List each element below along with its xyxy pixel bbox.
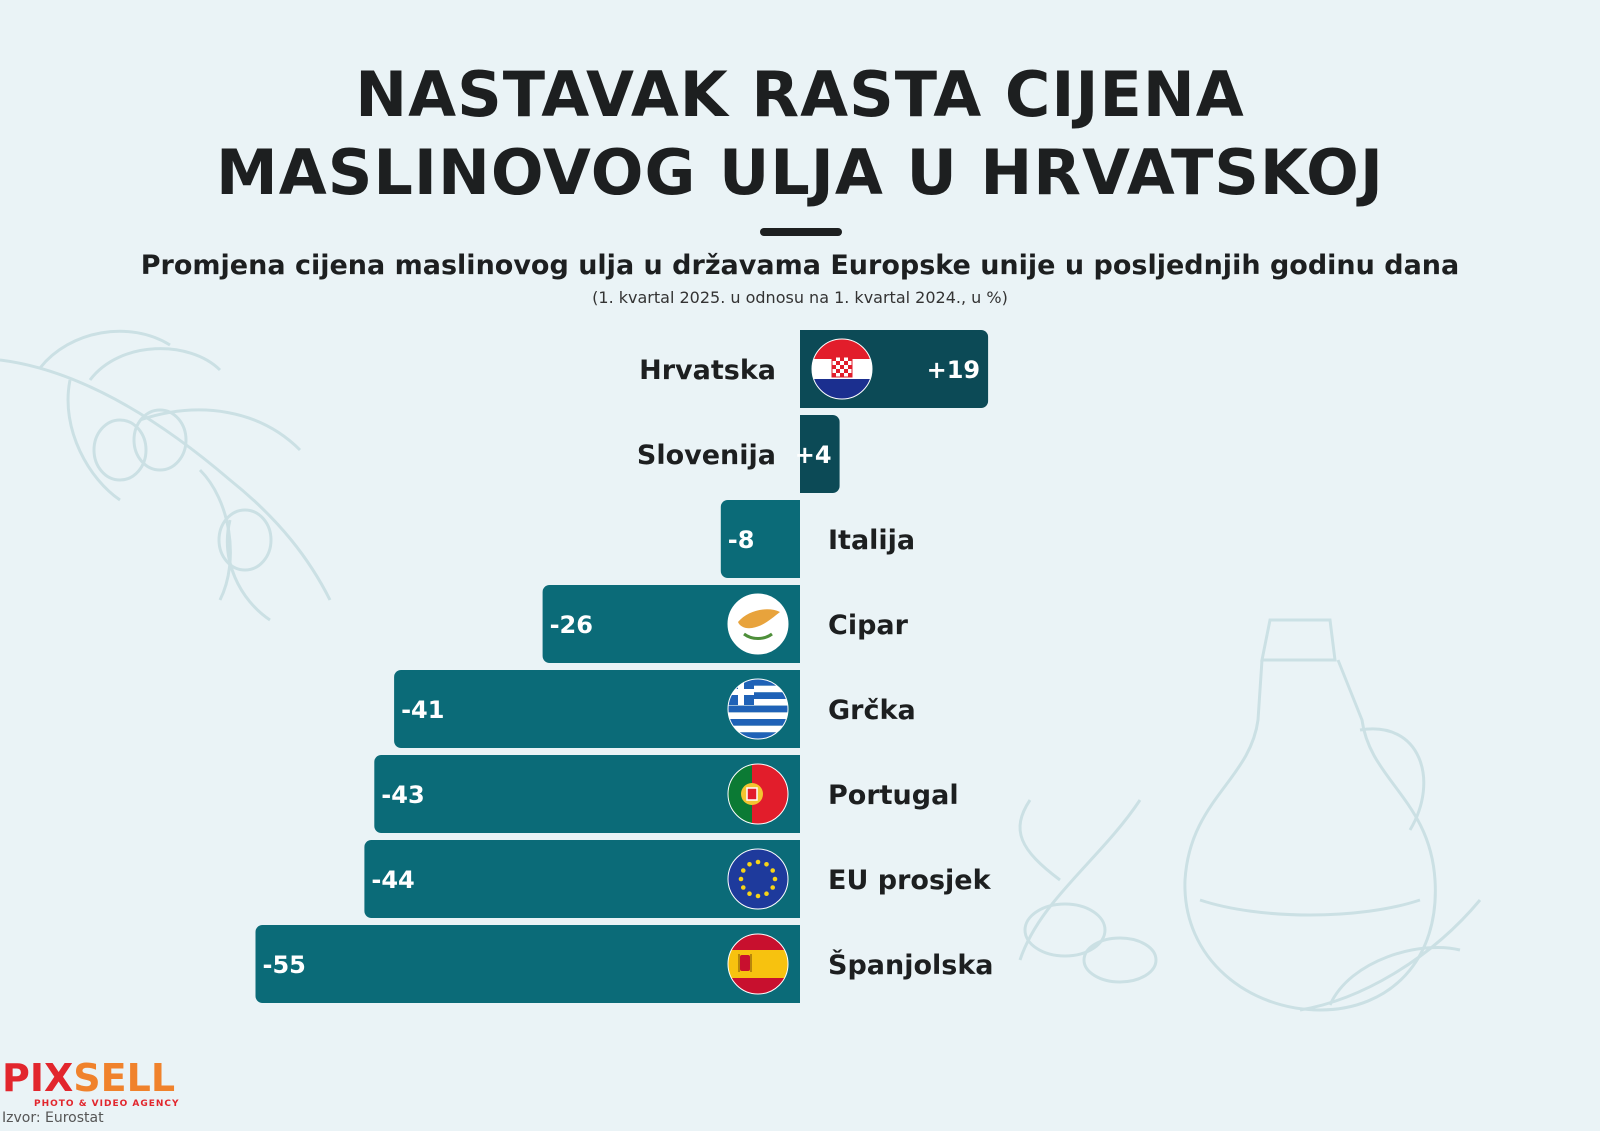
category-label: Hrvatska — [639, 355, 776, 386]
bar-row: Hrvatska +19 — [639, 330, 989, 408]
value-label: -41 — [401, 696, 444, 724]
bar-row: Španjolska -55 — [255, 925, 994, 1003]
category-label: Cipar — [828, 610, 909, 641]
bar-edge — [792, 925, 800, 1003]
bar — [800, 415, 840, 493]
bar-row: EU prosjek -44 — [364, 840, 992, 918]
bar — [374, 755, 800, 833]
source-note: Izvor: Eurostat — [2, 1110, 104, 1126]
page-title: NASTAVAK RASTA CIJENA MASLINOVOG ULJA U … — [0, 56, 1600, 212]
value-label: -43 — [381, 781, 424, 809]
title-line-2: MASLINOVOG ULJA U HRVATSKOJ — [216, 136, 1384, 209]
bar — [364, 840, 800, 918]
greece-flag-icon — [727, 678, 789, 740]
bar-row: Portugal -43 — [374, 755, 959, 833]
bar-edge — [792, 755, 800, 833]
spain-flag-icon — [727, 933, 789, 995]
chart-subtitle: Promjena cijena maslinovog ulja u država… — [140, 250, 1460, 281]
category-label: Italija — [828, 525, 915, 556]
eu-flag-icon — [727, 848, 789, 910]
bar-edge — [792, 500, 800, 578]
category-label: Slovenija — [637, 440, 776, 471]
bar-row: Cipar -26 — [542, 585, 909, 663]
value-label: -55 — [263, 951, 306, 979]
category-label: EU prosjek — [828, 865, 992, 896]
title-divider — [760, 228, 842, 236]
value-label: +4 — [795, 441, 832, 469]
bar-row: Italija -8 — [720, 500, 915, 578]
logo-part-2: SELL — [73, 1056, 176, 1100]
bar — [720, 500, 800, 578]
bar-edge — [800, 330, 808, 408]
bar — [394, 670, 800, 748]
value-label: +19 — [927, 356, 981, 384]
portugal-flag-icon — [727, 763, 789, 825]
bar-row: Slovenija +4 — [637, 415, 840, 493]
bar-edge — [800, 415, 808, 493]
value-label: -44 — [371, 866, 414, 894]
category-label: Grčka — [828, 695, 916, 726]
value-label: -26 — [550, 611, 593, 639]
category-label: Španjolska — [828, 949, 994, 981]
croatia-flag-icon — [811, 338, 873, 400]
bar-row: Grčka -41 — [394, 670, 916, 748]
bar-edge — [792, 840, 800, 918]
bar — [255, 925, 800, 1003]
pixsell-logo: PIXSELL — [2, 1058, 175, 1098]
logo-tagline: PHOTO & VIDEO AGENCY — [34, 1099, 180, 1109]
chart-note: (1. kvartal 2025. u odnosu na 1. kvartal… — [592, 288, 1008, 307]
category-label: Portugal — [828, 780, 959, 811]
cyprus-flag-icon — [727, 593, 789, 655]
title-line-1: NASTAVAK RASTA CIJENA — [355, 58, 1245, 131]
bar-edge — [792, 585, 800, 663]
logo-part-1: PIX — [2, 1056, 74, 1100]
value-label: -8 — [728, 526, 755, 554]
bar-edge — [792, 670, 800, 748]
